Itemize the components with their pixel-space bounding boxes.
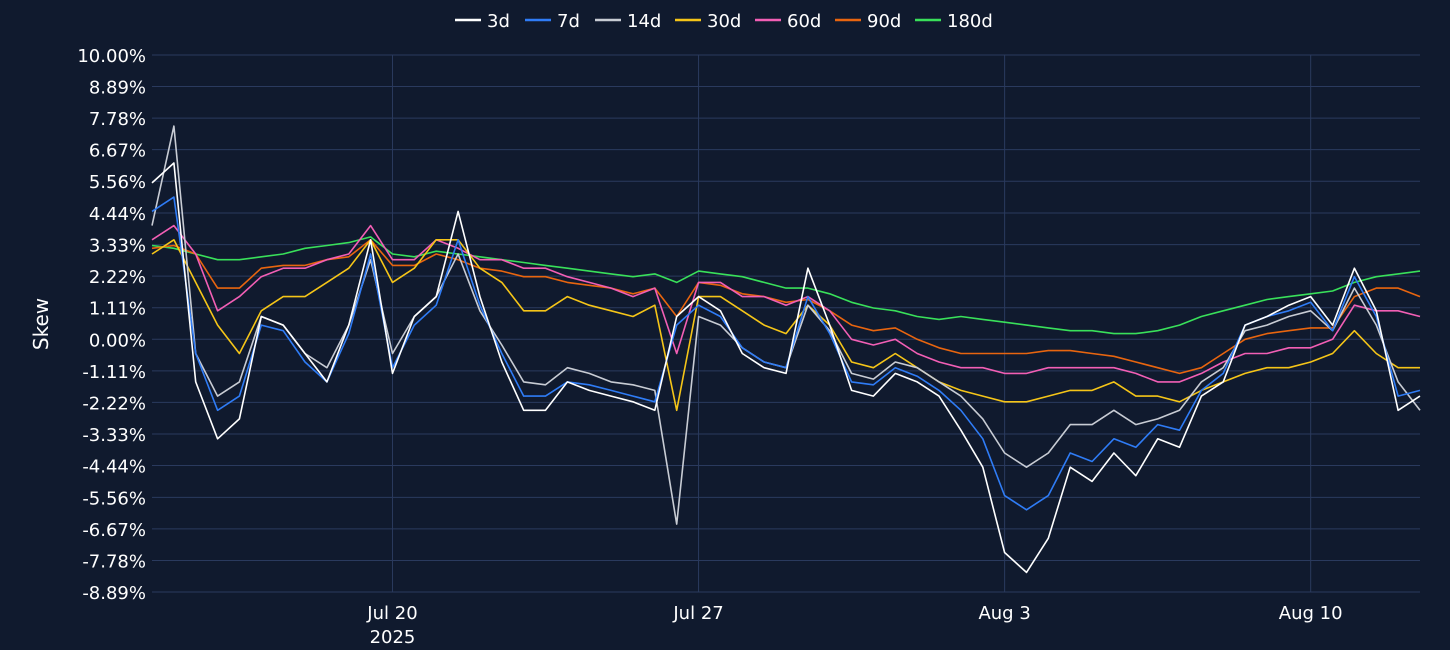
x-tick-label: Aug 10 (1279, 603, 1343, 624)
legend-item-180d[interactable]: 180d (915, 11, 993, 32)
y-axis-ticks: 10.00% 8.89% 7.78% 6.67% 5.56% 4.44% 3.33% 2.22… (77, 46, 146, 604)
y-tick-label: 5.56% (89, 172, 146, 193)
legend-item-60d[interactable]: 60d (755, 11, 821, 32)
x-axis-ticks: Jul 20 2025 Jul 27 Aug 3 Aug 10 (366, 603, 1342, 648)
legend-label: 30d (707, 11, 741, 32)
legend-label: 180d (947, 11, 993, 32)
legend-label: 7d (557, 11, 580, 32)
x-tick-label: Jul 20 (366, 603, 417, 624)
legend-label: 60d (787, 11, 821, 32)
legend-label: 3d (487, 11, 510, 32)
legend-item-7d[interactable]: 7d (525, 11, 580, 32)
series-line-7d (151, 196, 1421, 511)
x-tick-label: Jul 27 (672, 603, 723, 624)
series-line-60d (151, 224, 1421, 383)
legend: 3d 7d 14d 30d 60d 90d 180d (455, 11, 993, 32)
legend-item-30d[interactable]: 30d (675, 11, 741, 32)
series-lines (151, 125, 1421, 574)
y-tick-label: -7.78% (82, 551, 146, 572)
x-tick-label: Aug 3 (978, 603, 1030, 624)
legend-label: 14d (627, 11, 661, 32)
x-tick-year-label: 2025 (370, 627, 416, 648)
legend-item-90d[interactable]: 90d (835, 11, 901, 32)
y-tick-label: 4.44% (89, 204, 146, 225)
y-tick-label: 8.89% (89, 78, 146, 99)
y-tick-label: -8.89% (82, 583, 146, 604)
y-tick-label: -2.22% (82, 393, 146, 414)
y-tick-label: 2.22% (89, 267, 146, 288)
legend-item-3d[interactable]: 3d (455, 11, 510, 32)
y-tick-label: 7.78% (89, 109, 146, 130)
y-tick-label: 1.11% (89, 299, 146, 320)
legend-item-14d[interactable]: 14d (595, 11, 661, 32)
grid (152, 54, 1420, 593)
series-line-14d (151, 125, 1421, 525)
y-tick-label: 6.67% (89, 141, 146, 162)
series-line-3d (151, 162, 1421, 574)
y-tick-label: 3.33% (89, 236, 146, 257)
series-line-180d (151, 236, 1421, 335)
y-tick-label: -1.11% (82, 362, 146, 383)
legend-label: 90d (867, 11, 901, 32)
y-tick-label: -6.67% (82, 520, 146, 541)
y-tick-label: -3.33% (82, 425, 146, 446)
y-tick-label: 0.00% (89, 330, 146, 351)
y-axis-title: Skew (29, 298, 53, 350)
series-line-90d (151, 239, 1421, 375)
y-tick-label: 10.00% (77, 46, 146, 67)
y-tick-label: -4.44% (82, 456, 146, 477)
y-tick-label: -5.56% (82, 488, 146, 509)
series-line-30d (151, 239, 1420, 412)
